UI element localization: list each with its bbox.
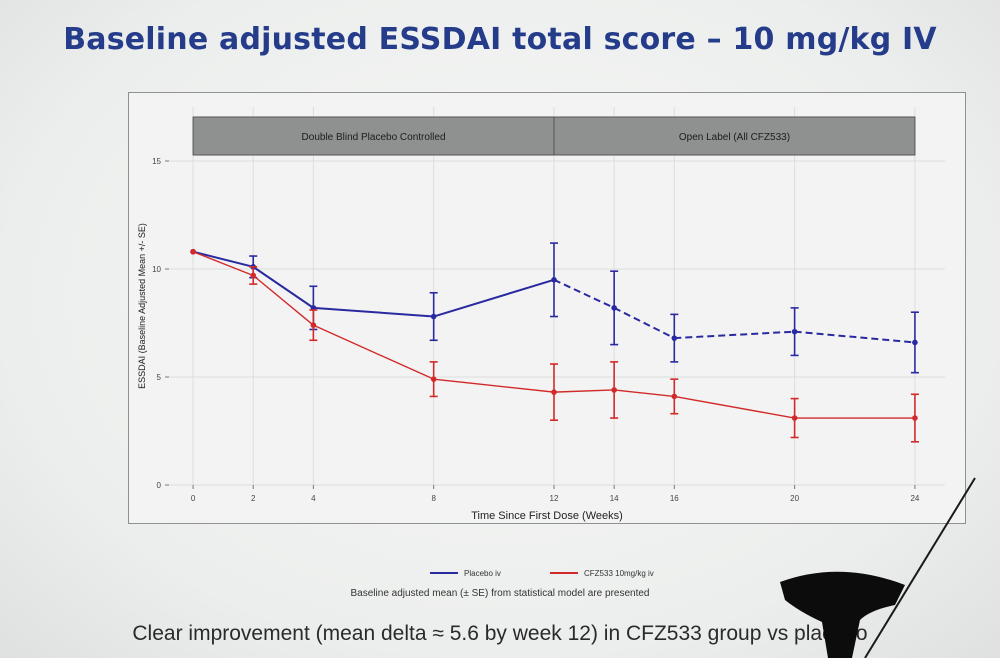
series-line-segment [794,330,916,344]
data-point [250,272,257,279]
data-point [671,335,678,341]
series-line-segment [433,278,555,318]
series-line-segment [192,251,254,277]
phase-bar [192,116,555,156]
data-point [912,415,918,421]
x-tick-label: 12 [550,494,559,503]
x-tick-label: 4 [311,494,316,503]
data-point [611,305,617,311]
x-tick-label: 0 [191,494,196,503]
data-point [430,313,437,320]
data-point [310,322,317,328]
data-point [791,415,798,421]
x-tick-label: 8 [431,494,436,503]
legend-label: CFZ533 10mg/kg iv [584,569,654,578]
data-point [190,248,196,255]
slide-title: Baseline adjusted ESSDAI total score – 1… [63,22,937,57]
data-point [611,387,617,393]
series-line-segment [614,389,675,398]
series-line-segment [252,274,314,326]
data-point [912,339,918,346]
x-tick-label: 2 [251,494,256,503]
series-line-segment [192,250,254,268]
phase-label: Double Blind Placebo Controlled [302,132,446,143]
y-tick-label: 15 [152,157,161,166]
y-axis-title: ESSDAI (Baseline Adjusted Mean +/- SE) [137,223,147,389]
data-point [671,393,678,400]
series-line-segment [674,330,795,340]
y-tick-label: 5 [157,373,162,382]
data-point [551,389,557,395]
data-point [551,277,557,283]
x-tick-label: 24 [910,494,919,503]
x-tick-label: 14 [610,494,619,503]
x-tick-label: 16 [670,494,679,503]
series-line-segment [613,306,675,340]
slide-conclusion: Clear improvement (mean delta ≈ 5.6 by w… [132,622,868,645]
series-line-segment [674,395,795,419]
series-line-segment [433,378,555,393]
x-axis-title: Time Since First Dose (Weeks) [471,510,623,522]
chart-legend: Placebo iv CFZ533 10mg/kg iv [430,569,654,578]
series-line-segment [252,266,314,309]
plot-frame: Double Blind Placebo Controlled Open Labe… [128,92,966,524]
x-tick-label: 20 [790,494,799,503]
y-tick-label: 0 [157,481,162,490]
series-line-segment [313,306,434,318]
series-line-segment [313,324,434,380]
legend-label: Placebo iv [464,569,501,578]
phase-label: Open Label (All CFZ533) [679,132,790,143]
chart-footnote: Baseline adjusted mean (± SE) from stati… [350,588,650,599]
phase-bar [553,116,916,156]
data-point [430,376,437,382]
series-line-segment [553,278,615,309]
series-line-segment [553,389,615,393]
y-tick-label: 10 [152,265,161,274]
data-point [791,328,798,335]
essdai-chart: Double Blind Placebo Controlled Open Labe… [137,107,945,522]
